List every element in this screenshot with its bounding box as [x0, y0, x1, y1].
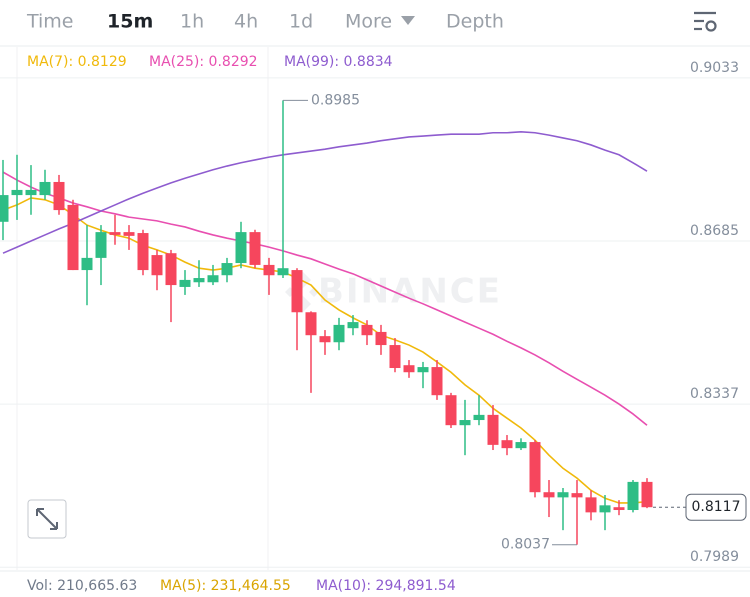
candle-body [613, 507, 625, 511]
legend-entry: MA(99): 0.8834 [284, 54, 393, 70]
tab[interactable]: Depth [446, 11, 504, 33]
tab-active[interactable]: 15m [107, 11, 153, 33]
candle-body [151, 255, 163, 276]
candle-body [81, 257, 93, 271]
candle-body [529, 442, 541, 493]
tab[interactable]: More [345, 11, 392, 33]
settings-icon[interactable] [694, 11, 717, 32]
tab[interactable]: Time [26, 11, 74, 33]
candle-body [39, 181, 51, 196]
candle-body [193, 278, 205, 283]
volume-label: Vol: 210,665.63 [27, 578, 137, 594]
candle-body [333, 324, 345, 343]
candle-body [123, 232, 135, 236]
candle-body [249, 232, 261, 265]
candle-body [375, 331, 387, 346]
tab[interactable]: 1d [289, 11, 313, 33]
high-label: 0.8985 [311, 92, 360, 108]
expand-arrows [36, 508, 58, 530]
candle-body [571, 493, 583, 498]
watermark: BINANCE [285, 271, 502, 313]
candle-body [179, 279, 191, 287]
candle-body [277, 268, 289, 276]
annotations: 0.8985 0.8037 0.8117 [283, 92, 747, 553]
y-tick-label: 0.8685 [690, 223, 739, 239]
candle-body [305, 312, 317, 336]
watermark-text: BINANCE [318, 272, 502, 312]
ma-line [2, 171, 648, 426]
candle-body [431, 367, 443, 396]
candle-body [361, 324, 373, 336]
candle-body [95, 232, 107, 258]
candle-body [487, 414, 499, 445]
grid: 0.9033 0.8685 0.8337 0.7989 [0, 60, 750, 568]
candle-body [11, 189, 23, 196]
candle-body [347, 322, 359, 329]
candle-body [263, 264, 275, 276]
candle-body [235, 232, 247, 264]
tab[interactable]: 1h [180, 11, 204, 33]
y-tick-label: 0.7989 [690, 549, 739, 565]
candle-body [557, 492, 569, 498]
candle-body [67, 204, 79, 271]
low-label: 0.8037 [501, 537, 550, 553]
candle-body [501, 440, 513, 449]
candle-body [221, 263, 233, 276]
candle-body [109, 232, 121, 235]
candle-body [25, 189, 37, 196]
volume-ma5: MA(5): 231,464.55 [160, 578, 291, 594]
ma-line [2, 131, 648, 254]
candle-body [515, 442, 527, 449]
candle-body [0, 195, 9, 222]
icon-gear [705, 20, 717, 32]
candle-body [641, 481, 653, 508]
candle-body [207, 275, 219, 283]
y-tick-label: 0.8337 [690, 386, 739, 402]
legend-entry: MA(7): 0.8129 [27, 54, 127, 70]
candle-body [53, 181, 65, 211]
candle-body [389, 345, 401, 369]
last-price-box [685, 493, 747, 521]
candle-body [543, 492, 555, 498]
candle-body [403, 365, 415, 373]
y-tick-label: 0.9033 [690, 60, 739, 76]
candle-body [585, 497, 597, 513]
candle-body [291, 270, 303, 313]
candle-body [165, 253, 177, 286]
candle-body [627, 481, 639, 511]
candle-body [473, 414, 485, 421]
candle-body [445, 395, 457, 426]
candle-body [137, 233, 149, 271]
candle-body [319, 336, 331, 343]
volume-ma10: MA(10): 294,891.54 [316, 578, 456, 594]
candles [0, 100, 653, 545]
candle-body [599, 505, 611, 513]
tab[interactable]: 4h [234, 11, 258, 33]
candle-body [417, 367, 429, 373]
legend-entry: MA(25): 0.8292 [149, 54, 258, 70]
dropdown-arrow[interactable] [401, 16, 415, 25]
expand-button[interactable] [27, 499, 67, 539]
last-price-label: 0.8117 [692, 499, 741, 515]
candle-body [459, 420, 471, 426]
